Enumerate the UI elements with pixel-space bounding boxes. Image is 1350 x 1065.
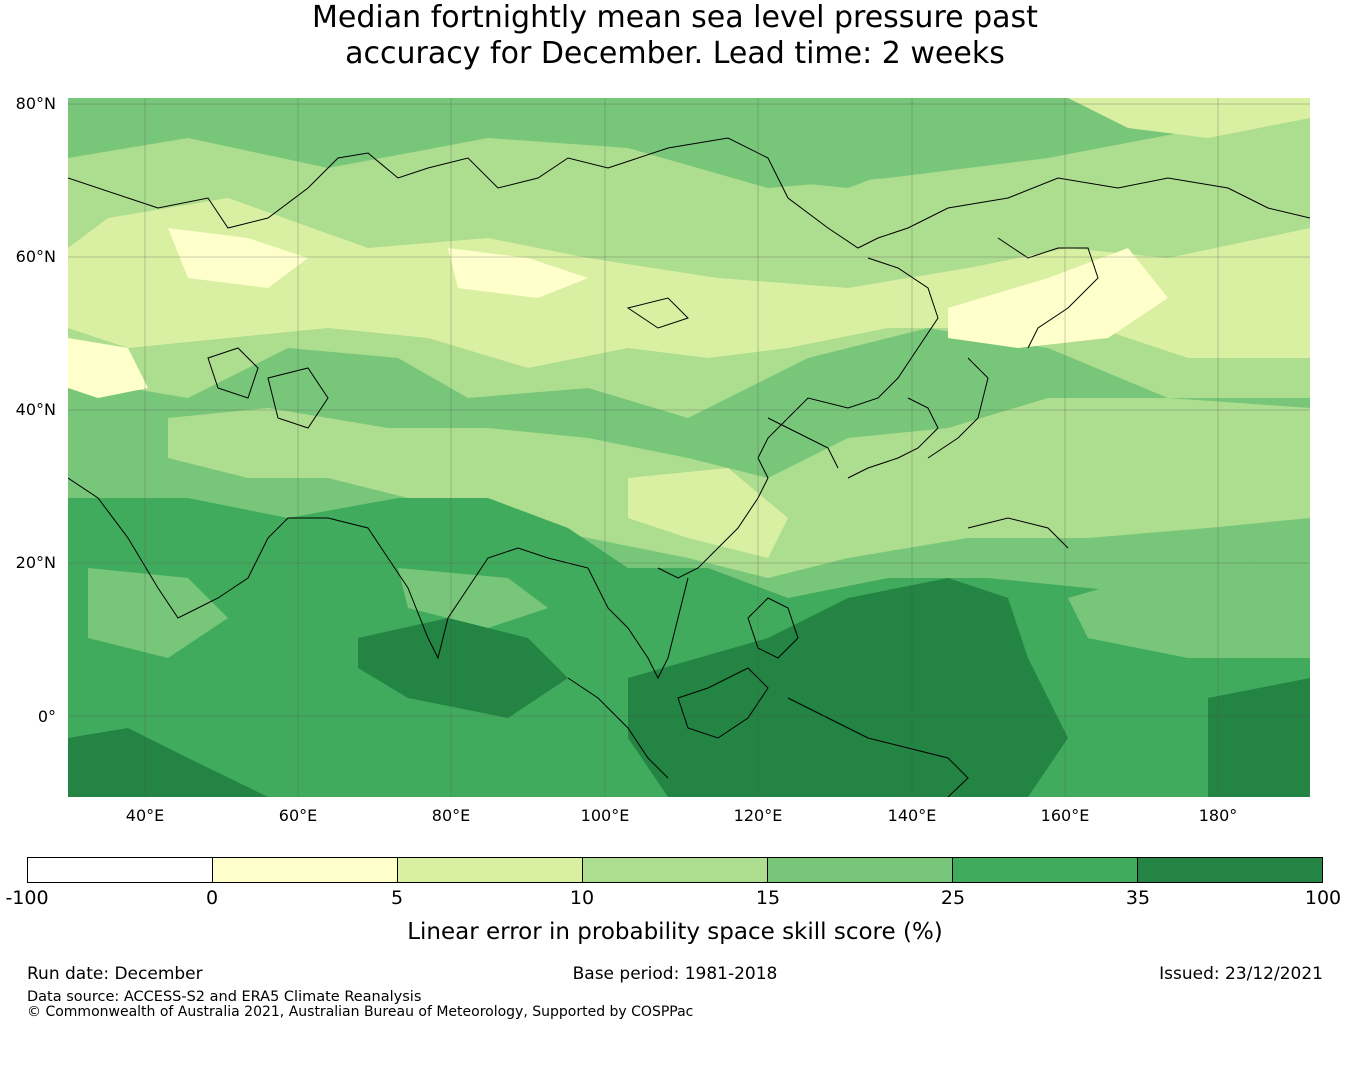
issued-date: Issued: 23/12/2021 — [1159, 964, 1323, 984]
colorbar-segment — [213, 858, 398, 882]
map-region-fill — [248, 98, 488, 148]
map-region-fill — [358, 618, 568, 718]
lon-label-180: 180° — [1198, 806, 1238, 825]
colorbar-segment — [28, 858, 213, 882]
map-region-fill — [68, 108, 1310, 418]
colorbar-segment — [398, 858, 583, 882]
map-region-fill — [68, 338, 148, 398]
colorbar-tick: 10 — [569, 887, 595, 909]
map-region-fill — [1208, 678, 1310, 797]
lat-label-40n: 40°N — [15, 400, 56, 419]
chart-title-line-2: accuracy for December. Lead time: 2 week… — [345, 36, 1005, 71]
base-period: Base period: 1981-2018 — [572, 964, 778, 984]
run-date: Run date: December — [27, 964, 203, 984]
map-region-fill — [168, 228, 308, 288]
copyright: © Commonwealth of Australia 2021, Austra… — [27, 1004, 694, 1020]
lon-label-140e: 140°E — [887, 806, 937, 825]
map-region-fill — [88, 568, 228, 658]
map-region-fill — [1068, 558, 1310, 658]
data-source: Data source: ACCESS-S2 and ERA5 Climate … — [27, 989, 422, 1005]
colorbar-tick: 35 — [1125, 887, 1151, 909]
colorbar-tick: 5 — [390, 887, 404, 909]
map-canvas — [68, 98, 1310, 797]
colorbar-segment — [768, 858, 953, 882]
colorbar-segment — [1138, 858, 1322, 882]
map-region-fill — [628, 98, 968, 188]
skill-score-map[interactable] — [68, 98, 1310, 797]
lon-label-40e: 40°E — [125, 806, 165, 825]
lon-label-60e: 60°E — [278, 806, 318, 825]
map-region-fill — [628, 468, 788, 558]
chart-title: Median fortnightly mean sea level pressu… — [0, 0, 1350, 72]
colorbar-tick: -100 — [5, 887, 49, 909]
map-region-fill — [448, 248, 588, 298]
map-region-fill — [1068, 98, 1310, 138]
lat-label-60n: 60°N — [15, 247, 56, 266]
map-region-fill — [68, 198, 1310, 368]
lat-label-80n: 80°N — [15, 94, 56, 113]
lon-label-120e: 120°E — [733, 806, 783, 825]
map-region-fill — [398, 568, 548, 628]
colorbar-segment — [953, 858, 1138, 882]
map-region-fill — [68, 728, 268, 797]
graticule — [68, 98, 1310, 797]
lat-label-0: 0° — [37, 707, 56, 726]
colorbar-segment — [583, 858, 768, 882]
lon-label-100e: 100°E — [580, 806, 630, 825]
lat-label-20n: 20°N — [15, 553, 56, 572]
colorbar-tick: 15 — [755, 887, 781, 909]
chart-title-line-1: Median fortnightly mean sea level pressu… — [312, 0, 1038, 35]
map-region-fill — [628, 578, 1068, 797]
map-region-fill — [948, 248, 1168, 348]
colorbar — [27, 857, 1323, 883]
coastlines — [68, 137, 1310, 797]
lon-label-160e: 160°E — [1040, 806, 1090, 825]
colorbar-tick: 25 — [940, 887, 966, 909]
lon-label-80e: 80°E — [431, 806, 471, 825]
colorbar-label: Linear error in probability space skill … — [407, 919, 943, 945]
colorbar-tick: 100 — [1304, 887, 1342, 909]
colorbar-tick: 0 — [205, 887, 219, 909]
